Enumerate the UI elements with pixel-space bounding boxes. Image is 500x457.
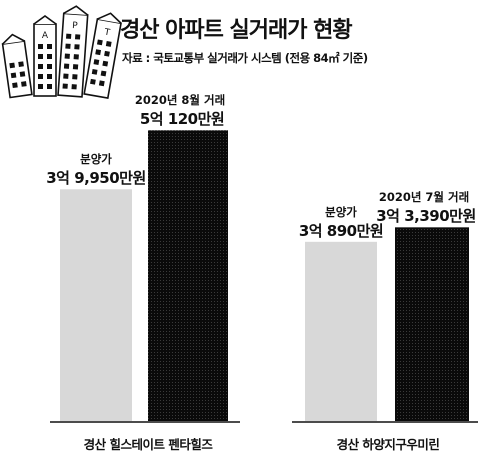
group1-category-label: 경산 힐스테이트 펜타힐즈 (83, 437, 213, 452)
logo-building: A (33, 15, 57, 97)
trade-price-bar-1 (148, 130, 228, 421)
logo-letter: T (103, 27, 112, 38)
sale-price-bar-1 (60, 189, 132, 421)
chart-title: 경산 아파트 실거래가 현황 (120, 18, 353, 43)
trade-price-bar-2 (395, 227, 469, 421)
group2-trade-date: 2020년 7월 거래 (378, 190, 470, 205)
group1-sale-label: 분양가 (80, 152, 112, 167)
apartment-logo-icon: A P T (1, 5, 122, 100)
logo-building (1, 33, 33, 99)
sale-price-bar-2 (305, 241, 377, 421)
group1-trade-date: 2020년 8월 거래 (134, 93, 226, 108)
logo-building: P (57, 5, 89, 98)
logo-letter: P (72, 21, 79, 31)
group2-sale-value: 3억 890만원 (298, 221, 384, 240)
source-note: 자료 : 국토교통부 실거래가 시스템 (전용 84㎡ 기준) (122, 51, 368, 65)
group2-category-label: 경산 하양지구우미린 (336, 437, 440, 452)
logo-building: T (83, 12, 122, 100)
group2-sale-label: 분양가 (325, 204, 357, 219)
group2-trade-value: 3억 3,390만원 (376, 207, 476, 226)
group1-trade-value: 5억 120만원 (139, 110, 225, 129)
group1-sale-value: 3억 9,950만원 (46, 169, 146, 188)
logo-letter: A (42, 31, 49, 41)
